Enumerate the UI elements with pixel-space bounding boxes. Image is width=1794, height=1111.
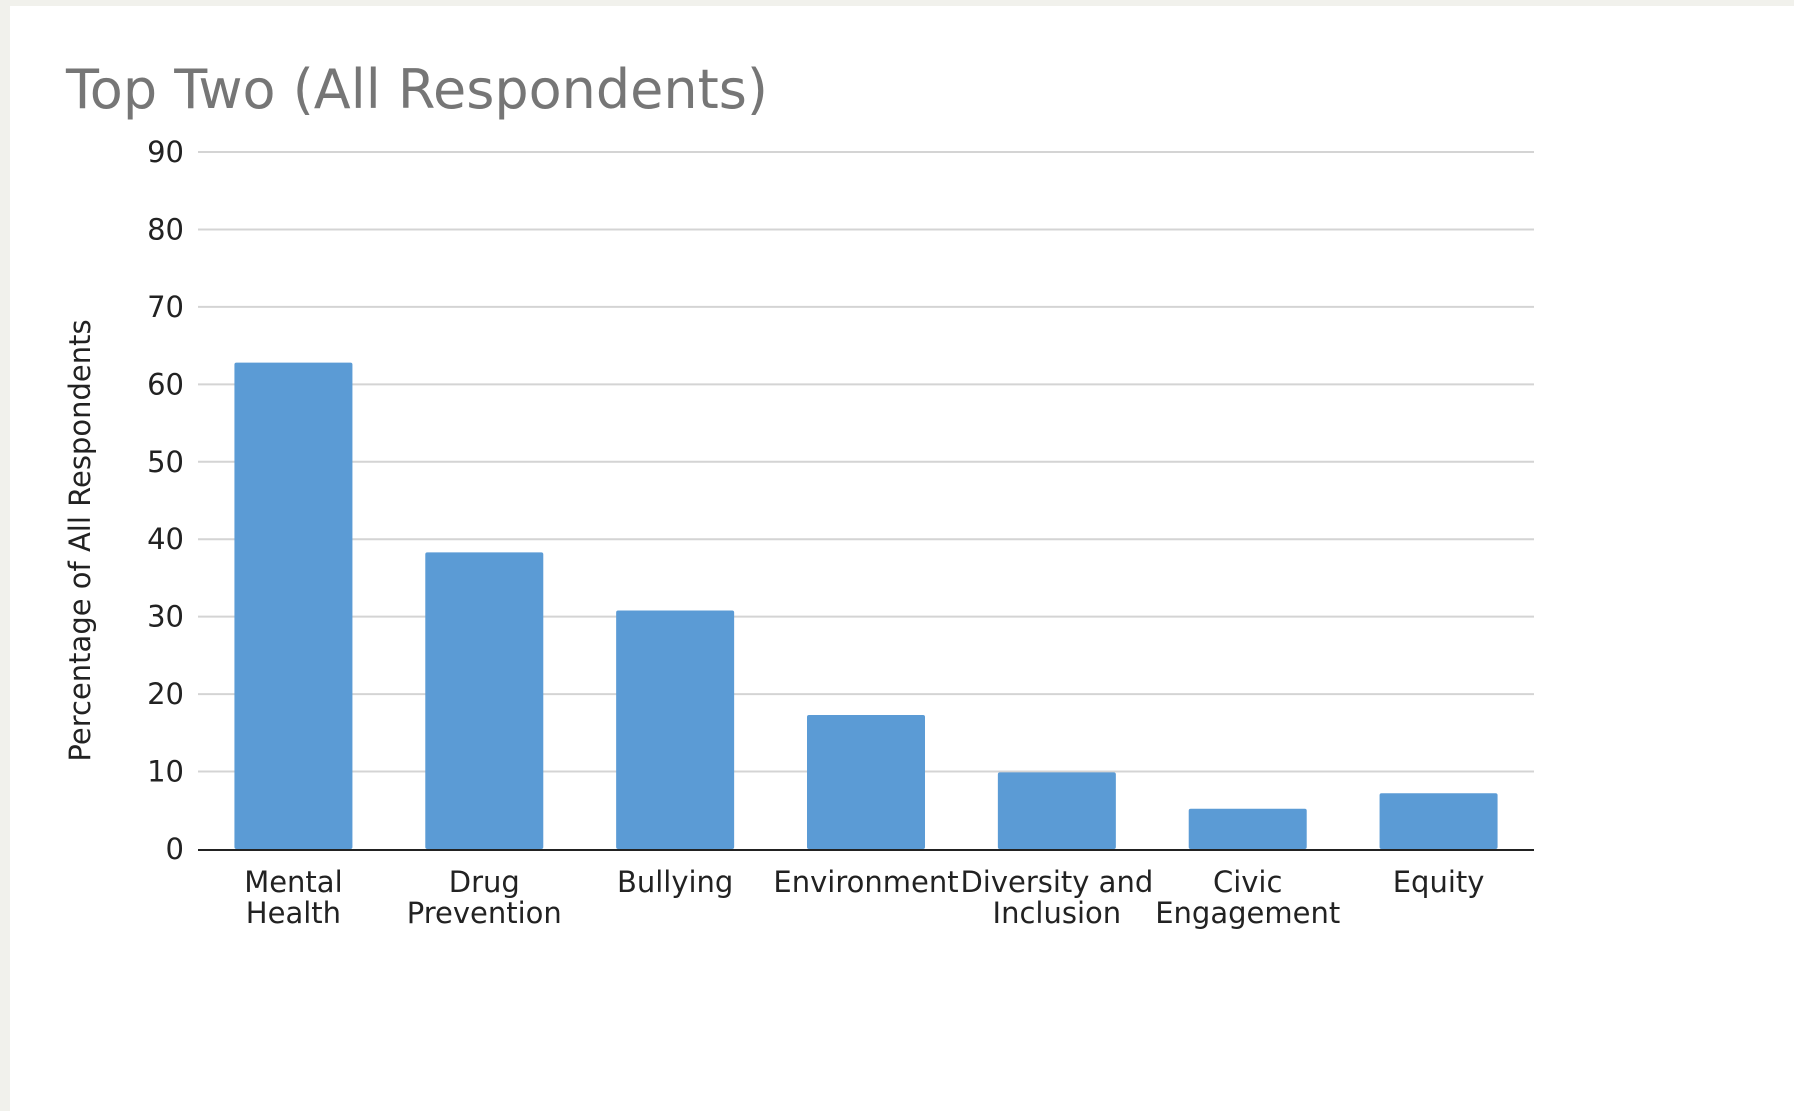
bar bbox=[807, 715, 925, 849]
y-tick-label: 90 bbox=[147, 135, 184, 169]
bar bbox=[616, 610, 735, 849]
y-axis-title: Percentage of All Respondents bbox=[63, 319, 97, 761]
y-tick-label: 40 bbox=[147, 522, 184, 556]
bar bbox=[997, 772, 1116, 849]
bar bbox=[1188, 808, 1307, 849]
bar-chart: 0 10 20 30 40 50 60 70 80 90 Mental Health Drug Prev… bbox=[63, 135, 1534, 930]
x-category-label: Civic Engagement bbox=[1155, 865, 1340, 930]
y-tick-label: 20 bbox=[147, 677, 184, 711]
bar bbox=[425, 552, 544, 849]
y-tick-label: 80 bbox=[147, 212, 184, 246]
y-tick-label: 50 bbox=[147, 445, 184, 479]
y-tick-label: 0 bbox=[166, 832, 184, 866]
x-category-label: Mental Health bbox=[244, 865, 342, 930]
x-category-label: Bullying bbox=[617, 865, 733, 899]
y-tick-labels: 0 10 20 30 40 50 60 70 80 90 bbox=[147, 135, 184, 866]
x-category-label: Drug Prevention bbox=[407, 865, 562, 930]
bar bbox=[234, 362, 353, 849]
y-tick-label: 70 bbox=[147, 290, 184, 324]
y-tick-label: 30 bbox=[147, 600, 184, 634]
x-category-label: Diversity and Inclusion bbox=[960, 865, 1153, 930]
x-category-label: Environment bbox=[773, 865, 958, 899]
bar bbox=[1379, 793, 1498, 849]
gridlines bbox=[198, 151, 1534, 773]
chart-card: Top Two (All Respondents) 0 10 20 30 40 50 60 7… bbox=[10, 6, 1794, 1111]
y-tick-label: 60 bbox=[147, 367, 184, 401]
y-tick-label: 10 bbox=[147, 755, 184, 789]
x-category-labels: Mental Health Drug Prevention Bullying Enviro… bbox=[244, 865, 1484, 930]
chart-title: Top Two (All Respondents) bbox=[66, 58, 768, 121]
x-category-label: Equity bbox=[1393, 865, 1485, 899]
bars bbox=[234, 362, 1498, 849]
